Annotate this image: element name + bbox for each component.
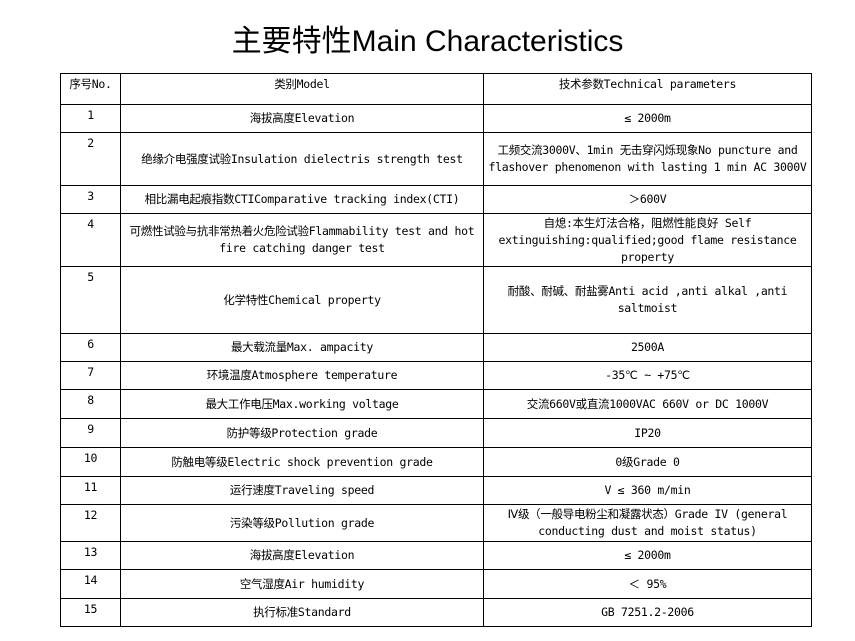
table-row: 2 绝缘介电强度试验Insulation dielectris strength … <box>60 132 812 186</box>
row-model: 海拔高度Elevation <box>120 541 484 570</box>
row-number: 15 <box>60 598 121 627</box>
row-number: 9 <box>60 418 121 448</box>
row-value: 耐酸、耐碱、耐盐雾Anti acid ,anti alkal ,anti sal… <box>483 266 812 334</box>
table-header-row: 序号No. 类别Model 技术参数Technical parameters <box>60 73 812 105</box>
row-value: 0级Grade 0 <box>483 447 812 477</box>
row-model: 最大工作电压Max.working voltage <box>120 389 484 419</box>
table-row: 5 化学特性Chemical property 耐酸、耐碱、耐盐雾Anti acid… <box>60 266 812 334</box>
row-value: 2500A <box>483 333 812 362</box>
row-model: 化学特性Chemical property <box>120 266 484 334</box>
row-number: 10 <box>60 447 121 477</box>
row-model: 防触电等级Electric shock prevention grade <box>120 447 484 477</box>
row-model: 空气湿度Air humidity <box>120 569 484 599</box>
row-number: 13 <box>60 541 121 570</box>
table-row: 9 防护等级Protection grade IP20 <box>60 418 812 448</box>
row-model: 执行标准Standard <box>120 598 484 627</box>
page-title: 主要特性Main Characteristics <box>231 25 624 58</box>
row-number: 3 <box>60 185 121 214</box>
row-number: 1 <box>60 104 121 133</box>
row-number: 7 <box>60 361 121 390</box>
table-row: 3 相比漏电起痕指数CTIComparative tracking index(C… <box>60 185 812 214</box>
row-number: 11 <box>60 476 121 505</box>
table-row: 12 污染等级Pollution grade Ⅳ级（一般导电粉尘和凝露状态）Grad… <box>60 504 812 542</box>
header-no: 序号No. <box>60 73 121 105</box>
table-row: 8 最大工作电压Max.working voltage 交流660V或直流1000V… <box>60 389 812 419</box>
row-model: 环境温度Atmosphere temperature <box>120 361 484 390</box>
row-number: 14 <box>60 569 121 599</box>
row-value: IP20 <box>483 418 812 448</box>
row-model: 运行速度Traveling speed <box>120 476 484 505</box>
table-row: 4 可燃性试验与抗非常热着火危险试验Flammability test and h… <box>60 213 812 267</box>
row-model: 相比漏电起痕指数CTIComparative tracking index(CT… <box>120 185 484 214</box>
row-number: 2 <box>60 132 121 186</box>
row-value: ＜ 95% <box>483 569 812 599</box>
row-number: 5 <box>60 266 121 334</box>
row-number: 8 <box>60 389 121 419</box>
header-model: 类别Model <box>120 73 484 105</box>
row-model: 绝缘介电强度试验Insulation dielectris strength t… <box>120 132 484 186</box>
table-row: 13 海拔高度Elevation ≤ 2000m <box>60 541 812 570</box>
table-row: 7 环境温度Atmosphere temperature -35℃ ~ +75℃ <box>60 361 812 390</box>
row-number: 4 <box>60 213 121 267</box>
table-row: 11 运行速度Traveling speed V ≤ 360 m/min <box>60 476 812 505</box>
row-value: Ⅳ级（一般导电粉尘和凝露状态）Grade IV (general conduct… <box>483 504 812 542</box>
row-value: ＞600V <box>483 185 812 214</box>
header-params: 技术参数Technical parameters <box>483 73 812 105</box>
characteristics-table: 序号No. 类别Model 技术参数Technical parameters 1… <box>60 73 812 627</box>
row-value: ≤ 2000m <box>483 541 812 570</box>
row-value: ≤ 2000m <box>483 104 812 133</box>
row-model: 防护等级Protection grade <box>120 418 484 448</box>
table-row: 14 空气湿度Air humidity ＜ 95% <box>60 569 812 599</box>
row-model: 最大载流量Max. ampacity <box>120 333 484 362</box>
row-value: 自熄:本生灯法合格，阻燃性能良好 Self extinguishing:qual… <box>483 213 812 267</box>
row-value: V ≤ 360 m/min <box>483 476 812 505</box>
row-model: 污染等级Pollution grade <box>120 504 484 542</box>
table-row: 10 防触电等级Electric shock prevention grade 0级… <box>60 447 812 477</box>
row-value: 交流660V或直流1000VAC 660V or DC 1000V <box>483 389 812 419</box>
row-value: -35℃ ~ +75℃ <box>483 361 812 390</box>
row-value: GB 7251.2-2006 <box>483 598 812 627</box>
row-number: 6 <box>60 333 121 362</box>
table-row: 6 最大载流量Max. ampacity 2500A <box>60 333 812 362</box>
table-row: 15 执行标准Standard GB 7251.2-2006 <box>60 598 812 627</box>
table-row: 1 海拔高度Elevation ≤ 2000m <box>60 104 812 133</box>
row-model: 海拔高度Elevation <box>120 104 484 133</box>
row-value: 工频交流3000V、1min 无击穿闪烁现象No puncture and fl… <box>483 132 812 186</box>
row-model: 可燃性试验与抗非常热着火危险试验Flammability test and ho… <box>120 213 484 267</box>
row-number: 12 <box>60 504 121 542</box>
